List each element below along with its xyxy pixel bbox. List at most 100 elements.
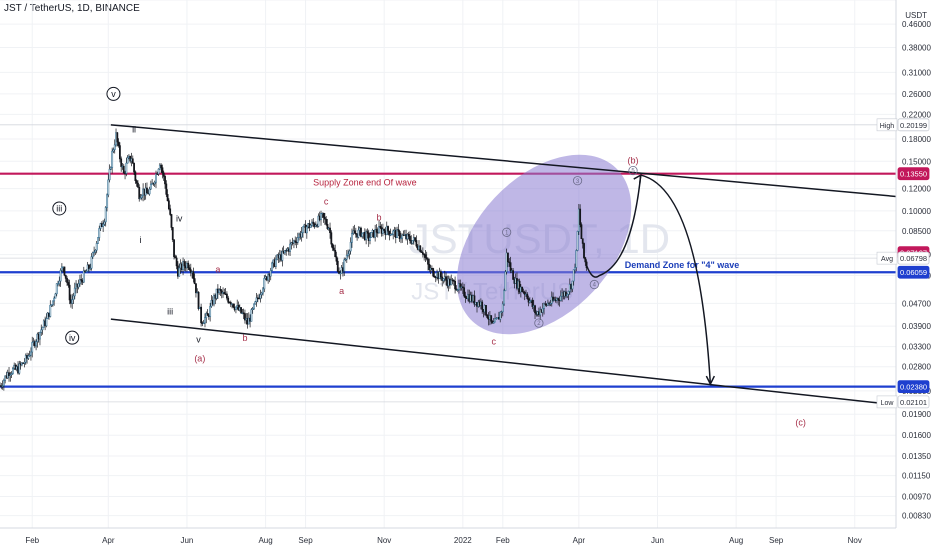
candle-body [333, 247, 335, 251]
candle-body [584, 257, 587, 263]
candle-body [215, 288, 218, 299]
candle-body [428, 264, 431, 271]
candle-body [51, 300, 54, 305]
candle-body [251, 308, 254, 310]
candle-body [461, 286, 464, 289]
price-tick-label: 0.02800 [902, 363, 931, 372]
price-tag-value: 0.06798 [900, 254, 927, 263]
time-tick-label: Feb [496, 536, 510, 545]
wave-label: 1 [505, 230, 509, 236]
candle-body [375, 229, 378, 233]
candle-body [339, 272, 342, 275]
candle-body [566, 294, 569, 297]
candle-body [173, 239, 175, 258]
candle-body [126, 157, 129, 164]
candle-body [357, 229, 360, 238]
candle-body [500, 311, 503, 313]
candle-body [9, 374, 12, 376]
candle-body [348, 250, 351, 255]
candle-body [534, 305, 536, 314]
candle-body [406, 233, 409, 240]
candle-body [370, 232, 373, 238]
wave-label-circle [65, 330, 80, 345]
candle-body [53, 297, 56, 302]
candle-body [329, 227, 331, 234]
price-tag-caption-box [876, 395, 898, 409]
time-tick-label: 2022 [454, 536, 472, 545]
candle-body [90, 256, 93, 269]
candle-body [71, 299, 74, 304]
candle-body [456, 289, 459, 291]
price-tick-label: 0.00970 [902, 493, 931, 502]
candle-body [72, 295, 75, 300]
price-axis-unit: USDT [905, 11, 927, 20]
candle-body [112, 149, 115, 152]
wave-label-circle [628, 165, 638, 176]
candle-body [117, 141, 120, 146]
candle-body [267, 274, 270, 281]
price-tick-label: 0.31000 [902, 68, 931, 77]
price-tick-label: 0.26000 [902, 90, 931, 99]
chart-title: JST / TetherUS, 1D, BINANCE [4, 3, 140, 14]
candle-body [118, 145, 121, 160]
candle-body [572, 269, 575, 282]
time-axis[interactable]: Feb Apr Jun Aug Sep Nov 2022 Feb Apr Jun Aug Sep Nov [0, 527, 896, 545]
candle-body [391, 233, 393, 236]
wave-label: iii [167, 307, 173, 317]
candle-body [574, 267, 576, 271]
price-tick-label: 0.15000 [902, 157, 931, 166]
candle-body [193, 278, 196, 284]
candle-body [227, 297, 230, 303]
candle-body [473, 295, 476, 305]
candle-body [164, 176, 166, 185]
candle-body [140, 195, 143, 198]
candle-body [400, 237, 402, 240]
candle-body [131, 158, 134, 164]
candle-body [322, 212, 325, 218]
wave-label-circle [502, 227, 512, 237]
candle-body [351, 233, 353, 243]
candle-body [330, 232, 333, 245]
candle-body [24, 355, 27, 363]
candle-body [41, 327, 44, 331]
candle-body [442, 278, 445, 281]
candle-body [30, 351, 32, 356]
candle-body [387, 226, 389, 232]
candle-body [64, 274, 67, 279]
target-ellipse [456, 154, 632, 335]
candle-body [528, 300, 531, 303]
candle-body [521, 286, 524, 292]
wave-label: 5 [631, 169, 635, 175]
candle-body [153, 181, 156, 185]
price-tick-label: 0.03900 [902, 322, 931, 331]
candle-body [213, 295, 215, 305]
candle-body [396, 229, 398, 238]
candle-body [263, 278, 266, 290]
candle-body [552, 296, 554, 301]
candle-body [512, 270, 515, 280]
candle-body [240, 307, 242, 314]
candle-body [89, 267, 92, 270]
candle-body [281, 251, 284, 261]
candle-body [579, 208, 582, 225]
candle-body [134, 171, 137, 181]
candle-body [285, 250, 288, 252]
candle-body [585, 261, 588, 269]
candle-body [113, 144, 116, 150]
candle-body [289, 243, 291, 252]
candle-body [549, 303, 552, 305]
time-tick-label: Nov [848, 536, 862, 545]
candle-body [398, 230, 401, 240]
candle-body [334, 249, 337, 258]
candle-body [374, 229, 377, 238]
candle-body [232, 303, 235, 308]
candle-body [445, 276, 447, 281]
horizontal-zones: Supply Zone end Of wave Demand Zone for "… [0, 124, 896, 403]
candle-body [427, 258, 429, 265]
candle-body [320, 213, 322, 220]
candle-body [161, 167, 164, 174]
candle-body [580, 224, 583, 239]
wave-label: i [140, 235, 142, 245]
